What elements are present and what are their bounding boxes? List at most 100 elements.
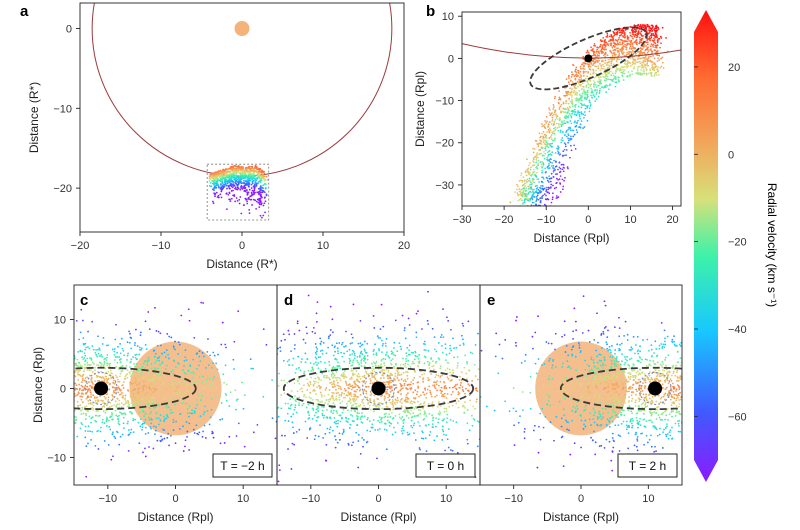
particle bbox=[496, 289, 498, 291]
particle bbox=[510, 208, 512, 210]
particle bbox=[641, 73, 644, 75]
particle bbox=[84, 430, 87, 432]
particle bbox=[132, 431, 135, 434]
particle bbox=[18, 349, 20, 351]
particle bbox=[178, 396, 181, 399]
particle bbox=[524, 195, 526, 198]
particle bbox=[651, 26, 654, 29]
particle bbox=[522, 183, 525, 186]
particle bbox=[141, 365, 144, 368]
particle bbox=[102, 410, 105, 413]
particle bbox=[658, 59, 660, 61]
particle bbox=[139, 334, 142, 337]
particle bbox=[47, 358, 49, 360]
particle bbox=[179, 384, 182, 387]
particle bbox=[30, 341, 32, 343]
particle bbox=[130, 370, 133, 373]
particle bbox=[562, 155, 564, 157]
particle bbox=[506, 245, 508, 247]
particle bbox=[81, 406, 84, 409]
particle bbox=[501, 235, 503, 237]
particle bbox=[584, 107, 587, 110]
particle bbox=[492, 319, 494, 321]
particle bbox=[554, 152, 557, 154]
particle bbox=[501, 288, 503, 290]
particle bbox=[23, 356, 25, 358]
particle bbox=[558, 171, 561, 174]
particle bbox=[516, 222, 518, 224]
particle bbox=[76, 435, 79, 438]
particle bbox=[606, 32, 609, 35]
particle bbox=[62, 377, 64, 379]
particle bbox=[119, 388, 122, 391]
particle bbox=[259, 168, 262, 171]
particle bbox=[225, 184, 228, 187]
particle bbox=[580, 103, 583, 106]
particle bbox=[74, 362, 77, 365]
particle bbox=[215, 395, 217, 398]
particle bbox=[6, 444, 8, 446]
particle bbox=[90, 438, 92, 441]
particle bbox=[575, 124, 578, 127]
particle bbox=[601, 59, 603, 62]
particle bbox=[160, 435, 162, 438]
particle bbox=[561, 120, 563, 123]
particle bbox=[515, 241, 517, 243]
particle bbox=[247, 185, 250, 188]
particle bbox=[66, 379, 68, 381]
particle bbox=[524, 185, 526, 188]
particle bbox=[539, 201, 542, 204]
particle bbox=[542, 165, 544, 168]
particle bbox=[662, 67, 665, 69]
particle bbox=[132, 400, 135, 403]
particle bbox=[548, 142, 551, 145]
particle bbox=[549, 177, 552, 180]
particle bbox=[636, 58, 639, 61]
particle bbox=[165, 417, 167, 420]
particle bbox=[655, 26, 658, 29]
particle bbox=[542, 162, 545, 164]
particle bbox=[212, 351, 215, 354]
particle bbox=[494, 274, 496, 276]
particle bbox=[544, 120, 546, 122]
particle bbox=[566, 111, 569, 114]
particle bbox=[225, 168, 228, 171]
particle bbox=[519, 212, 521, 214]
particle bbox=[166, 333, 169, 335]
particle bbox=[518, 180, 521, 182]
particle bbox=[153, 374, 156, 377]
particle bbox=[543, 123, 546, 126]
particle bbox=[56, 366, 58, 368]
particle bbox=[586, 81, 589, 84]
particle bbox=[505, 246, 507, 248]
particle bbox=[130, 402, 133, 405]
particle bbox=[499, 259, 501, 261]
particle bbox=[180, 314, 183, 317]
particle bbox=[553, 187, 556, 190]
particle bbox=[542, 209, 544, 211]
particle bbox=[541, 187, 544, 190]
particle bbox=[201, 436, 204, 438]
particle bbox=[583, 103, 585, 106]
particle bbox=[217, 196, 220, 199]
particle bbox=[163, 429, 166, 432]
particle bbox=[115, 406, 118, 409]
particle bbox=[583, 68, 586, 70]
particle bbox=[225, 383, 228, 386]
particle bbox=[88, 415, 91, 418]
particle bbox=[541, 132, 544, 135]
particle bbox=[647, 64, 650, 67]
particle bbox=[537, 156, 539, 159]
particle bbox=[599, 69, 602, 72]
particle bbox=[92, 348, 95, 351]
particle bbox=[208, 179, 211, 182]
particle bbox=[517, 214, 519, 216]
particle bbox=[208, 177, 211, 180]
particle bbox=[239, 176, 242, 179]
particle bbox=[79, 404, 82, 407]
particle bbox=[66, 351, 68, 353]
particle bbox=[558, 161, 561, 164]
particle bbox=[155, 330, 158, 332]
particle bbox=[213, 177, 216, 179]
particle bbox=[163, 415, 165, 418]
